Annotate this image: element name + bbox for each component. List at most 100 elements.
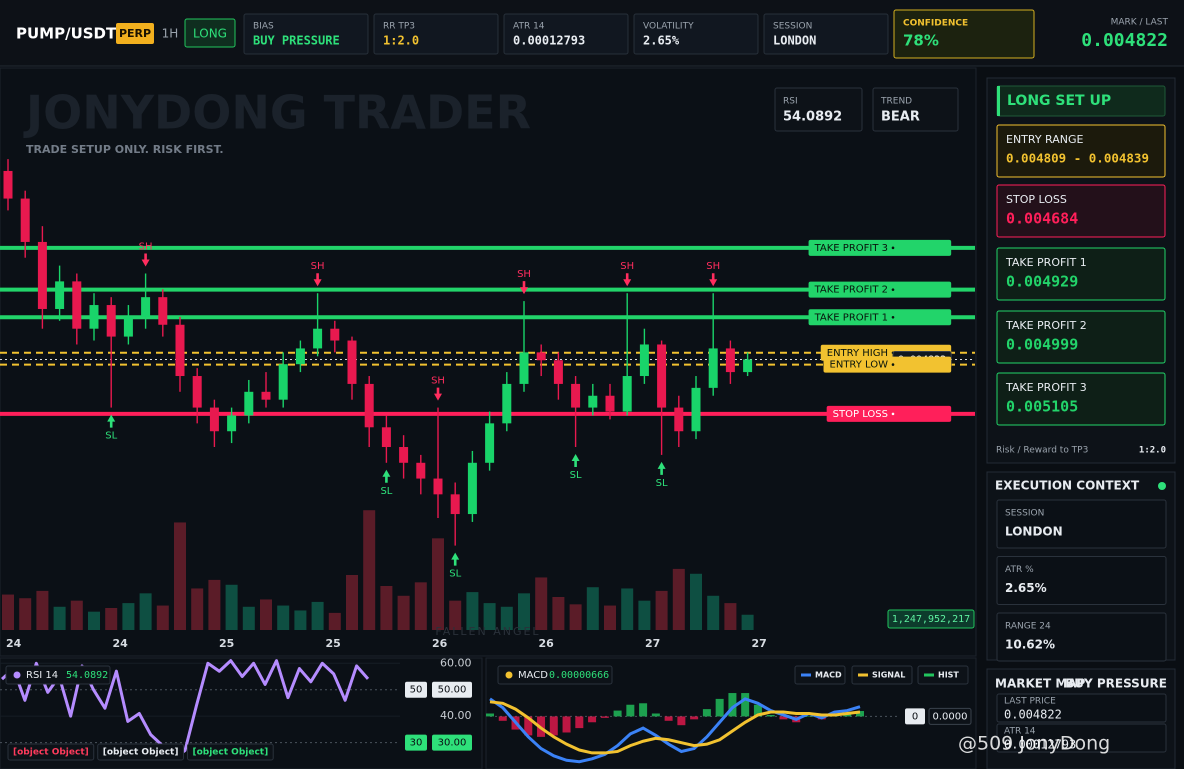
level-name: ENTRY LOW: [830, 360, 889, 371]
badge-box: [774, 87, 863, 132]
level-separator: [891, 412, 895, 416]
macd-latest: 0.00000666: [549, 670, 609, 681]
map-row: [996, 693, 1167, 723]
macd-line: [489, 700, 861, 755]
candle-body: [313, 328, 323, 349]
volume-bar: [19, 598, 32, 630]
legend-label: SIGNAL: [872, 671, 905, 680]
confidence-box: [893, 9, 1035, 59]
context-value: LONDON: [1005, 525, 1063, 539]
volume-bar: [414, 582, 427, 630]
swing-arrow: [434, 387, 442, 401]
hist-bar: [664, 716, 673, 721]
volume-bar: [724, 603, 737, 630]
level-separator: [891, 315, 895, 319]
volume-bar: [174, 522, 186, 630]
macd-title: MACD: [518, 670, 548, 681]
volume-bar: [191, 588, 204, 630]
candle-body: [485, 423, 495, 463]
setup-card-label: STOP LOSS: [1006, 193, 1067, 206]
watermark: JONYDONG TRADER: [23, 86, 531, 140]
candle-body: [192, 376, 202, 408]
stat-box: [243, 13, 369, 55]
candle-body: [123, 316, 133, 337]
volume-label-box: [887, 609, 975, 629]
volume-bar: [535, 577, 548, 630]
candle-body: [364, 383, 374, 428]
hist-bar: [651, 713, 660, 717]
level-label-box: [808, 239, 952, 256]
setup-card: [996, 247, 1166, 301]
setup-title-accent: [997, 86, 1000, 116]
volume-bar: [242, 606, 255, 630]
volume-bar: [432, 538, 444, 630]
zero-label: 0.0000: [933, 711, 968, 722]
candle-body: [261, 391, 271, 400]
stat-value: 1:2.0: [383, 34, 419, 48]
legend-box: [851, 665, 913, 685]
volume-bar: [363, 510, 376, 630]
swing-label: SH: [431, 376, 445, 387]
zero-value-box: [905, 708, 925, 725]
rsi-dot: [13, 671, 21, 679]
swing-label: SH: [311, 261, 325, 272]
rsi-level-box: [405, 734, 427, 751]
rsi-level-value: 30: [410, 738, 423, 749]
rsi-legend-box: [186, 743, 274, 761]
candle-body: [278, 364, 288, 400]
volume-bar: [483, 603, 496, 630]
volume-bar: [36, 590, 49, 630]
candle-body: [106, 305, 116, 337]
hist-bar: [690, 716, 699, 720]
side-badge: [184, 18, 236, 48]
hist-bar: [626, 704, 635, 717]
candle-body: [691, 387, 701, 432]
candle-body: [708, 348, 718, 388]
badge-label: RSI: [783, 97, 798, 107]
volume-bar: [346, 575, 358, 630]
badge-box: [872, 87, 959, 132]
setup-card-value: 0.004929: [1006, 273, 1078, 291]
volume-bar: [208, 579, 221, 630]
stat-value: LONDON: [773, 34, 816, 48]
badge-value: BEAR: [881, 110, 920, 125]
volume-bar: [569, 604, 582, 630]
hist-bar: [600, 716, 609, 718]
stat-label: SESSION: [773, 22, 812, 32]
badge-value: 54.0892: [783, 110, 842, 125]
stat-box: [763, 13, 889, 55]
candle-body: [209, 407, 219, 432]
macd-dot: [505, 671, 513, 679]
hist-bar: [856, 711, 864, 717]
overlay-watermark: @509 JonyDong: [958, 733, 1110, 755]
swing-label: SH: [620, 261, 634, 272]
volume-bar: [552, 597, 565, 630]
swing-arrow: [107, 414, 116, 428]
volume-bar: [466, 592, 479, 630]
stat-label: VOLATILITY: [643, 22, 694, 32]
stat-box: [503, 13, 629, 55]
volume-bar: [638, 600, 651, 630]
stat-label: BIAS: [253, 22, 274, 32]
x-tick-label: 25: [219, 637, 234, 650]
volume-bar: [139, 593, 152, 630]
level-name: ENTRY HIGH: [827, 348, 888, 359]
hist-bar: [766, 714, 775, 717]
volume-bar: [500, 606, 513, 630]
subtitle: TRADE SETUP ONLY. RISK FIRST.: [26, 143, 224, 156]
macd-line: [489, 697, 861, 764]
candle-body: [295, 348, 305, 365]
macd-title-box: [497, 665, 613, 685]
setup-card-label: TAKE PROFIT 2: [1005, 319, 1087, 332]
mark-value: 0.004822: [1081, 30, 1168, 51]
candle-body: [639, 344, 649, 377]
context-label: ATR %: [1005, 565, 1034, 575]
volume-bar: [380, 586, 393, 630]
volume-bar: [156, 605, 169, 630]
candle-body: [3, 170, 13, 199]
x-tick-label: 26: [539, 637, 555, 650]
swing-label: SH: [139, 241, 153, 252]
level-name: TAKE PROFIT 3: [814, 243, 888, 254]
candle-body: [588, 395, 598, 408]
